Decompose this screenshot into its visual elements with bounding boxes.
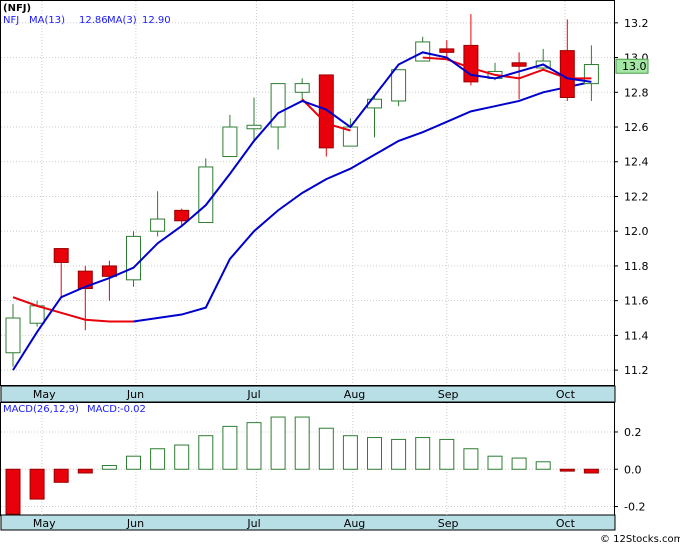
macd-date-strip bbox=[0, 514, 616, 531]
price-y-tick-label: 12.4 bbox=[624, 156, 649, 169]
macd-bar bbox=[318, 427, 334, 470]
candle-body bbox=[77, 270, 93, 289]
candle-body bbox=[150, 218, 166, 232]
macd-bar bbox=[270, 416, 286, 470]
price-x-tick-label: May bbox=[33, 388, 56, 401]
macd-bar bbox=[439, 438, 455, 470]
macd-x-tick-label: Jun bbox=[126, 517, 144, 530]
legend-ma3-value: 12.90 bbox=[142, 15, 171, 26]
macd-bar bbox=[77, 468, 93, 474]
ma13-line bbox=[12, 51, 592, 371]
price-y-tick-label: 12.0 bbox=[624, 225, 649, 238]
macd-bar bbox=[511, 457, 527, 470]
macd-bar bbox=[583, 468, 599, 474]
price-x-tick-label: Jun bbox=[126, 388, 144, 401]
candle-body bbox=[29, 305, 45, 324]
price-y-tick-label: 11.8 bbox=[624, 260, 649, 273]
candle-body bbox=[318, 74, 334, 149]
price-y-tick-label: 11.2 bbox=[624, 364, 649, 377]
macd-bar bbox=[559, 468, 575, 472]
price-x-tick-label: Sep bbox=[438, 388, 459, 401]
price-x-tick-label: Jul bbox=[246, 388, 260, 401]
macd-x-tick-label: Oct bbox=[556, 517, 576, 530]
price-y-tick-label: 12.6 bbox=[624, 121, 649, 134]
macd-x-tick-label: Jul bbox=[246, 517, 260, 530]
last-price-tag bbox=[615, 58, 649, 74]
macd-bar bbox=[222, 425, 238, 470]
legend-ma13-value: 12.86 bbox=[79, 15, 108, 26]
macd-layer bbox=[5, 416, 599, 515]
macd-x-tick-label: Aug bbox=[344, 517, 365, 530]
macd-bar bbox=[535, 461, 551, 470]
last-price-label: 13.0 bbox=[622, 60, 647, 73]
macd-bar bbox=[367, 437, 382, 470]
candle-body bbox=[101, 265, 117, 277]
macd-bar bbox=[294, 416, 310, 470]
macd-y-tick-label: -0.2 bbox=[624, 501, 645, 514]
macd-y-tick-label: 0.2 bbox=[624, 426, 642, 439]
candle-body bbox=[391, 69, 407, 102]
candle-body bbox=[174, 209, 190, 222]
macd-bar bbox=[53, 468, 69, 483]
macd-bar bbox=[391, 438, 407, 470]
ma13-slow-line bbox=[133, 80, 592, 323]
price-y-tick-label: 11.6 bbox=[624, 295, 649, 308]
candle-body bbox=[294, 83, 310, 93]
candle-body bbox=[559, 50, 575, 98]
price-y-tick-label: 13.2 bbox=[624, 17, 649, 30]
candle-body bbox=[439, 48, 455, 53]
macd-bar bbox=[5, 468, 21, 515]
price-y-tick-label: 11.4 bbox=[624, 329, 649, 342]
axis-layer: 11.2 11.4 11.6 11.8 12.0 12.2 12.4 12.6 12.8 13.0… bbox=[33, 17, 649, 530]
price-date-strip bbox=[0, 385, 616, 403]
footer-credit: © 12Stocks.com bbox=[600, 534, 680, 545]
macd-bar bbox=[101, 465, 117, 470]
legend-ticker: NFJ bbox=[3, 15, 19, 26]
macd-bar bbox=[174, 444, 190, 470]
macd-bar bbox=[463, 448, 479, 470]
macd-x-tick-label: May bbox=[33, 517, 56, 530]
macd-bar bbox=[29, 468, 45, 500]
candle-body bbox=[198, 166, 214, 224]
macd-x-tick-label: Sep bbox=[438, 517, 459, 530]
legend-ma13-label: MA(13) bbox=[29, 15, 65, 26]
macd-y-tick-label: 0.0 bbox=[624, 463, 642, 476]
chart-title: (NFJ) bbox=[3, 3, 31, 14]
candle-body bbox=[511, 62, 527, 67]
price-layer bbox=[5, 14, 599, 371]
candle-body bbox=[246, 124, 262, 130]
price-x-tick-label: Aug bbox=[344, 388, 365, 401]
candle-body bbox=[222, 126, 238, 158]
candle-body bbox=[270, 83, 286, 128]
macd-bar bbox=[415, 437, 431, 470]
price-y-tick-label: 12.2 bbox=[624, 190, 649, 203]
price-x-tick-label: Oct bbox=[556, 388, 576, 401]
macd-legend-value-label: MACD: bbox=[87, 404, 120, 415]
macd-bar bbox=[198, 435, 214, 470]
macd-bar bbox=[150, 448, 166, 470]
macd-legend-value: -0.02 bbox=[120, 404, 146, 415]
candle-body bbox=[5, 317, 21, 354]
candle-body bbox=[53, 248, 69, 263]
macd-bar bbox=[246, 422, 262, 470]
price-y-tick-label: 12.8 bbox=[624, 86, 649, 99]
candle-body bbox=[126, 235, 141, 281]
price-panel-frame bbox=[0, 0, 615, 386]
macd-legend-params: MACD(26,12,9) bbox=[3, 404, 79, 415]
macd-bar bbox=[126, 455, 141, 470]
legend-ma3-label: MA(3) bbox=[107, 15, 137, 26]
macd-bar bbox=[487, 455, 503, 470]
macd-bar bbox=[342, 435, 358, 470]
